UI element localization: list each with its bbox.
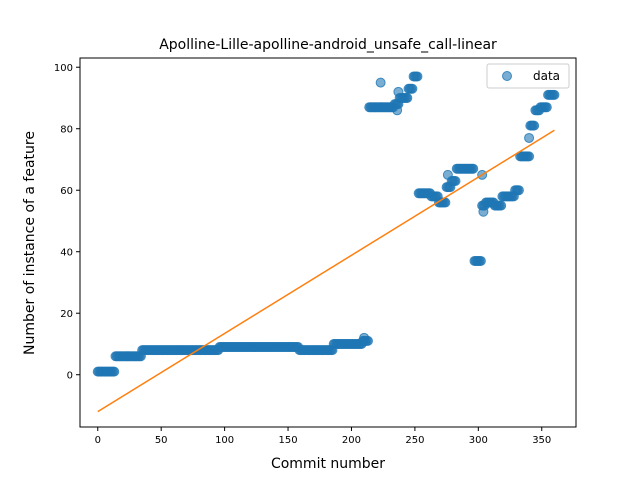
data-point bbox=[541, 102, 552, 113]
legend: data bbox=[486, 63, 570, 89]
plot-area bbox=[92, 71, 560, 413]
fit-line bbox=[97, 129, 555, 413]
data-point bbox=[393, 86, 404, 97]
y-tick-label: 40 bbox=[60, 248, 73, 259]
data-point bbox=[524, 151, 535, 162]
data-point bbox=[402, 92, 413, 103]
y-tick-label: 20 bbox=[60, 309, 73, 320]
data-point bbox=[478, 206, 489, 217]
data-point bbox=[412, 71, 423, 82]
x-axis-label: Commit number bbox=[271, 456, 385, 472]
data-point bbox=[475, 255, 486, 266]
data-point bbox=[549, 89, 560, 100]
legend-label: data bbox=[533, 69, 560, 83]
x-tick-label: 250 bbox=[405, 435, 424, 446]
data-point bbox=[407, 83, 418, 94]
y-tick-label: 100 bbox=[54, 63, 73, 74]
x-tick-label: 50 bbox=[155, 435, 168, 446]
data-point bbox=[468, 163, 479, 174]
legend-marker bbox=[502, 71, 512, 81]
legend-box bbox=[486, 63, 570, 89]
data-point bbox=[442, 169, 453, 180]
data-point bbox=[392, 105, 403, 116]
x-tick-label: 300 bbox=[469, 435, 488, 446]
x-tick-label: 0 bbox=[95, 435, 101, 446]
y-tick-label: 60 bbox=[60, 186, 73, 197]
x-tick-label: 200 bbox=[342, 435, 361, 446]
data-point bbox=[513, 185, 524, 196]
y-tick-label: 0 bbox=[67, 371, 73, 382]
data-point bbox=[375, 77, 386, 88]
data-point bbox=[450, 176, 461, 186]
data-point bbox=[524, 132, 535, 143]
x-tick-label: 100 bbox=[215, 435, 234, 446]
axes-frame bbox=[79, 57, 577, 428]
data-point bbox=[109, 366, 120, 377]
data-point bbox=[496, 200, 507, 211]
data-point bbox=[529, 120, 540, 131]
x-tick-label: 350 bbox=[532, 435, 551, 446]
y-tick-label: 80 bbox=[60, 125, 73, 136]
axes: 0 50 100 150 200 250 300 350 0 20 40 60 80 100 bbox=[54, 57, 577, 446]
chart-title: Apolline-Lille-apolline-android_unsafe_c… bbox=[159, 37, 497, 53]
y-axis-label: Number of instance of a feature bbox=[22, 131, 38, 355]
data-point bbox=[359, 332, 370, 343]
x-tick-label: 150 bbox=[278, 435, 297, 446]
